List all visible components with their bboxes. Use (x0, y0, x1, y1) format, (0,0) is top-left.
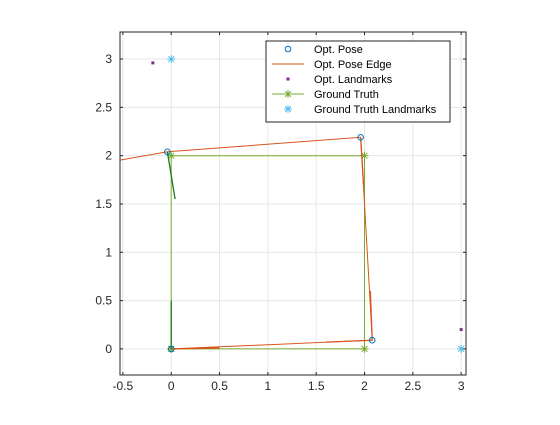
legend-opt-landmark-icon (286, 77, 290, 81)
ground-truth-marker (360, 344, 369, 353)
gt-landmark-marker (167, 55, 176, 64)
legend-label: Opt. Pose (314, 44, 363, 56)
x-tick-label: 2 (361, 379, 368, 393)
legend-opt-pose-icon (284, 45, 292, 53)
legend-label: Ground Truth (314, 89, 379, 101)
legend-label: Opt. Pose Edge (314, 59, 392, 71)
legend-label: Ground Truth Landmarks (314, 104, 437, 116)
y-tick-label: 0.5 (95, 294, 112, 308)
x-tick-label: 0 (168, 379, 175, 393)
x-tick-label: 2.5 (404, 379, 421, 393)
gt-landmark-marker-stroke (167, 55, 175, 63)
opt-pose-marker (164, 148, 171, 156)
opt-pose-marker (368, 336, 376, 344)
legend-ground-truth-marker-stroke (284, 90, 292, 98)
x-tick-label: 0.5 (211, 379, 228, 393)
opt-pose-edge-line (120, 136, 373, 350)
ground-truth-marker-stroke (167, 152, 175, 159)
y-tick-label: 2.5 (95, 100, 112, 114)
axes-box: -0.5 0 0.5 1 1.5 2 2.5 3 0 0.5 1 1.5 2 2.5 3 (95, 31, 467, 393)
legend-gt-landmark-icon-stroke (284, 105, 292, 113)
legend-entry[interactable]: Ground Truth Landmarks (284, 104, 437, 116)
legend-ground-truth-marker (284, 90, 292, 98)
legend-label: Opt. Landmarks (314, 74, 393, 86)
opt-pose-marker (167, 345, 175, 353)
plot-area (120, 55, 466, 353)
x-tick-label: 1.5 (308, 379, 325, 393)
legend-box (265, 40, 451, 123)
legend-entry[interactable]: Ground Truth (272, 89, 379, 101)
opt-pose-marker (357, 134, 364, 141)
gt-landmark-marker-stroke (457, 345, 465, 353)
y-tick-label: 0 (105, 342, 112, 356)
legend-entry[interactable]: Opt. Pose (284, 44, 363, 56)
legend-entry[interactable]: Opt. Landmarks (286, 74, 393, 86)
plot-content (120, 61, 463, 353)
legend-entry[interactable]: Opt. Pose Edge (272, 59, 392, 71)
y-tick-label: 1.5 (95, 197, 112, 211)
y-tick-label: 1 (105, 245, 112, 259)
x-tick-label: 3 (458, 379, 465, 393)
legend-gt-landmark-icon (284, 105, 292, 113)
ground-truth-marker-stroke (361, 345, 368, 353)
legend[interactable]: Opt. Pose Opt. Pose Edge Opt. Landmarks Gro… (265, 40, 451, 123)
heading-segment (166, 151, 176, 200)
y-tick-label: 3 (105, 52, 112, 66)
x-tick-label: 1 (265, 379, 272, 393)
ground-truth-marker-stroke (361, 152, 368, 159)
y-tick-label: 2 (105, 149, 112, 163)
opt-landmark-marker (151, 61, 155, 65)
x-tick-label: -0.5 (113, 379, 134, 393)
opt-landmark-marker (459, 328, 463, 332)
